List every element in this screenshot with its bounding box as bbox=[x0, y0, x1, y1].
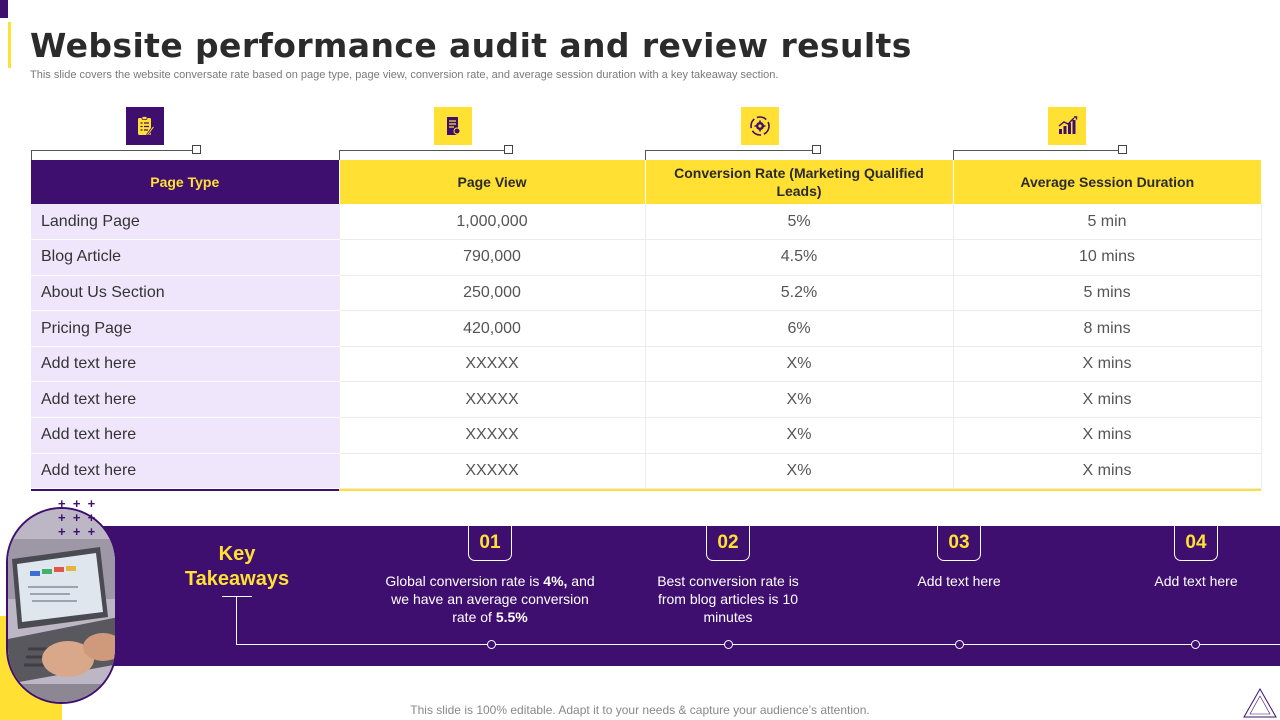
timeline-dot bbox=[955, 640, 964, 649]
cell-page-type: Pricing Page bbox=[31, 310, 339, 347]
takeaway-text: Add text here bbox=[917, 573, 1001, 589]
title-accent-bar bbox=[8, 22, 11, 68]
table-bottom-border bbox=[339, 489, 1261, 491]
header-conversion-rate: Conversion Rate (Marketing Qualified Lea… bbox=[644, 160, 953, 204]
key-takeaways-band bbox=[60, 526, 1280, 666]
connector-node bbox=[812, 145, 821, 154]
cell-conversion-rate: X% bbox=[644, 346, 953, 383]
performance-table: Page Type Page View Conversion Rate (Mar… bbox=[31, 160, 1262, 490]
timeline-dot bbox=[724, 640, 733, 649]
connector-node bbox=[504, 145, 513, 154]
takeaway-highlight: 5.5% bbox=[495, 609, 528, 625]
header-page-type: Page Type bbox=[31, 160, 339, 204]
column-connector-line bbox=[31, 150, 196, 161]
bar-chart-icon bbox=[1048, 107, 1086, 145]
timeline-dot bbox=[1191, 640, 1200, 649]
plus-decoration: + + + bbox=[58, 510, 96, 525]
cell-conversion-rate: X% bbox=[644, 417, 953, 454]
cell-session-duration: X mins bbox=[952, 417, 1262, 454]
table-row: Add text here XXXXX X% X mins bbox=[31, 381, 1262, 419]
cell-session-duration: 5 min bbox=[952, 204, 1262, 241]
cell-session-duration: 10 mins bbox=[952, 239, 1262, 276]
takeaway-number-badge: 04 bbox=[1174, 526, 1218, 561]
cell-conversion-rate: 5% bbox=[644, 204, 953, 241]
plus-decoration: + + + bbox=[58, 496, 96, 511]
cell-session-duration: 5 mins bbox=[952, 275, 1262, 312]
footer-note: This slide is 100% editable. Adapt it to… bbox=[410, 703, 870, 717]
takeaway-number-badge: 03 bbox=[937, 526, 981, 561]
cell-page-type: Add text here bbox=[31, 346, 339, 383]
header-session-duration: Average Session Duration bbox=[952, 160, 1261, 204]
cell-page-type: About Us Section bbox=[31, 275, 339, 312]
takeaway-number-badge: 01 bbox=[468, 526, 512, 561]
column-connector-line bbox=[953, 150, 1122, 161]
cell-conversion-rate: 5.2% bbox=[644, 275, 953, 312]
page-title: Website performance audit and review res… bbox=[30, 26, 912, 65]
cell-page-view: XXXXX bbox=[338, 381, 645, 419]
takeaway-highlight: 4%, bbox=[543, 573, 568, 589]
cell-conversion-rate: X% bbox=[644, 453, 953, 490]
takeaway-text: Best conversion rate is from blog articl… bbox=[657, 573, 799, 625]
takeaway-text: Add text here bbox=[1154, 573, 1238, 589]
takeaway-number-badge: 02 bbox=[706, 526, 750, 561]
cell-conversion-rate: 6% bbox=[644, 310, 953, 347]
cell-session-duration: X mins bbox=[952, 346, 1262, 383]
column-connector-line bbox=[339, 150, 508, 161]
key-takeaways-underline bbox=[222, 596, 252, 597]
cell-session-duration: 8 mins bbox=[952, 310, 1262, 347]
cell-session-duration: X mins bbox=[952, 453, 1262, 490]
takeaway-text: Global conversion rate is 4%, and we hav… bbox=[385, 572, 595, 626]
header-page-view: Page View bbox=[338, 160, 645, 204]
table-row: Landing Page 1,000,000 5% 5 min bbox=[31, 204, 1262, 241]
cell-page-view: 790,000 bbox=[338, 239, 645, 276]
takeaway-text-part: Global conversion rate is bbox=[385, 573, 544, 589]
page-subtitle: This slide covers the website conversate… bbox=[30, 69, 779, 81]
table-row: Add text here XXXXX X% X mins bbox=[31, 346, 1262, 383]
table-body: Landing Page 1,000,000 5% 5 min Blog Article… bbox=[31, 204, 1262, 490]
cell-page-type: Landing Page bbox=[31, 204, 339, 241]
cell-page-view: XXXXX bbox=[338, 417, 645, 454]
cell-page-view: 250,000 bbox=[338, 275, 645, 312]
column-connector-line bbox=[645, 150, 816, 161]
table-row: Add text here XXXXX X% X mins bbox=[31, 453, 1262, 490]
key-takeaways-title-line: Takeaways bbox=[184, 568, 290, 590]
cell-page-type: Blog Article bbox=[31, 239, 339, 276]
table-row: Add text here XXXXX X% X mins bbox=[31, 417, 1262, 454]
key-takeaways-title: Key Takeaways bbox=[172, 542, 302, 592]
plus-decoration: + + + bbox=[58, 524, 96, 539]
cell-conversion-rate: 4.5% bbox=[644, 239, 953, 276]
corner-triangle-decoration bbox=[1243, 687, 1277, 718]
takeaway-text-part: and we have an average conversion rate o… bbox=[391, 573, 595, 625]
table-row: Blog Article 790,000 4.5% 10 mins bbox=[31, 239, 1262, 276]
timeline-dot bbox=[487, 640, 496, 649]
connector-node bbox=[1118, 145, 1127, 154]
cell-page-view: XXXXX bbox=[338, 346, 645, 383]
cell-page-type: Add text here bbox=[31, 417, 339, 454]
cell-page-type: Add text here bbox=[31, 381, 339, 419]
timeline-stem bbox=[236, 597, 237, 645]
corner-accent-bar bbox=[0, 0, 8, 18]
gear-cycle-icon bbox=[741, 107, 779, 145]
cell-page-view: 420,000 bbox=[338, 310, 645, 347]
key-takeaways-title-line: Key bbox=[218, 543, 256, 565]
document-icon bbox=[434, 107, 472, 145]
cell-page-view: XXXXX bbox=[338, 453, 645, 490]
timeline-line bbox=[236, 644, 1280, 645]
table-row: About Us Section 250,000 5.2% 5 mins bbox=[31, 275, 1262, 312]
table-header-row: Page Type Page View Conversion Rate (Mar… bbox=[31, 160, 1261, 204]
cell-session-duration: X mins bbox=[952, 381, 1262, 419]
table-row: Pricing Page 420,000 6% 8 mins bbox=[31, 310, 1262, 347]
cell-page-type: Add text here bbox=[31, 453, 339, 490]
connector-node bbox=[192, 145, 201, 154]
cell-page-view: 1,000,000 bbox=[338, 204, 645, 241]
cell-conversion-rate: X% bbox=[644, 381, 953, 419]
checklist-icon bbox=[126, 107, 164, 145]
table-bottom-border bbox=[31, 489, 339, 491]
laptop-photo bbox=[6, 507, 117, 704]
